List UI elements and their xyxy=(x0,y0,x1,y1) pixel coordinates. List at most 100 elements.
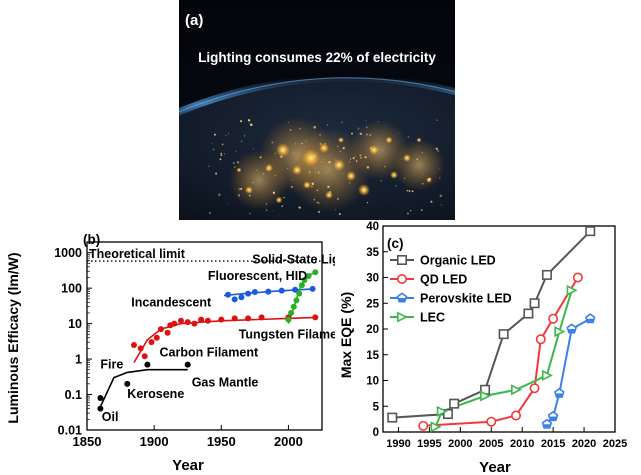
light-dot xyxy=(208,212,211,214)
light-dot xyxy=(314,167,316,169)
chart-c-ytick-label: 20 xyxy=(366,324,379,336)
data-point xyxy=(245,315,252,322)
light-dot xyxy=(313,154,316,157)
light-dot xyxy=(428,177,432,180)
chart-c-ytick-label: 25 xyxy=(366,298,379,310)
light-dot xyxy=(435,147,438,150)
legend-marker-half xyxy=(399,298,405,301)
light-dot xyxy=(272,210,274,212)
earth-night-photo: (a) Lighting consumes 22% of electricity xyxy=(179,0,455,220)
light-dot xyxy=(408,189,411,193)
light-dot xyxy=(252,181,254,184)
light-dot xyxy=(316,189,318,191)
series-marker xyxy=(511,384,523,396)
light-dot xyxy=(317,210,321,214)
light-dot xyxy=(359,156,363,159)
light-dot xyxy=(359,132,363,136)
light-haze-4 xyxy=(393,139,445,191)
light-dot xyxy=(324,143,327,145)
series-line-2 xyxy=(546,317,591,425)
series-marker xyxy=(480,390,492,402)
data-point xyxy=(191,320,198,327)
light-dot xyxy=(215,172,218,175)
annotation-label: Gas Mantle xyxy=(192,375,259,389)
light-dot xyxy=(208,165,210,168)
chart-b-xlabel: Year xyxy=(172,457,204,474)
light-dot xyxy=(240,120,243,123)
light-dot xyxy=(422,183,424,185)
earth-night-illustration: (a) Lighting consumes 22% of electricity xyxy=(179,0,455,220)
data-point xyxy=(231,315,238,322)
light-dot xyxy=(236,160,240,164)
light-dot xyxy=(328,161,331,164)
series-marker-half xyxy=(543,424,550,428)
light-dot xyxy=(314,171,316,173)
series-marker xyxy=(418,420,429,431)
data-point xyxy=(144,361,151,368)
data-point xyxy=(97,405,104,412)
light-dot xyxy=(266,209,268,211)
light-dot xyxy=(304,146,305,148)
light-dot xyxy=(430,200,433,203)
light-dot xyxy=(366,201,369,204)
data-point xyxy=(231,296,238,303)
city-light-10 xyxy=(358,184,370,196)
light-dot xyxy=(327,185,330,188)
light-dot xyxy=(287,122,289,124)
series-marker xyxy=(535,334,546,345)
light-dot xyxy=(266,168,269,171)
chart-c-xtick-label: 2005 xyxy=(479,438,503,450)
city-light-4 xyxy=(346,171,356,181)
series-marker-half xyxy=(556,393,563,397)
light-dot xyxy=(249,212,251,215)
data-point xyxy=(157,326,164,333)
chart-b-ytick-label: 0.1 xyxy=(65,388,82,402)
series-marker xyxy=(554,326,566,338)
light-dot xyxy=(319,134,321,136)
light-dot xyxy=(366,166,370,169)
light-dot xyxy=(225,134,227,136)
light-dot xyxy=(416,158,418,161)
light-dot xyxy=(237,194,241,197)
series-marker xyxy=(498,329,509,340)
city-light-14 xyxy=(303,181,311,189)
light-dot xyxy=(421,209,423,211)
chart-c-ytick-label: 15 xyxy=(366,350,379,362)
chart-b-ytick-label: 0.01 xyxy=(58,424,82,438)
series-marker xyxy=(572,272,583,283)
series-marker xyxy=(529,298,540,309)
data-point xyxy=(225,291,231,298)
chart-b-xtick-label: 2000 xyxy=(274,434,303,449)
light-dot xyxy=(249,123,250,125)
chart-c-xtick-label: 2000 xyxy=(448,438,472,450)
city-light-11 xyxy=(325,191,333,199)
chart-b-ytick-label: 100 xyxy=(61,282,82,296)
chart-c-xtick-label: 2015 xyxy=(541,438,565,450)
light-dot xyxy=(291,179,293,181)
luminous-efficacy-chart: 1850 1900 1950 2000 0.01 0.1 1 10 100 1000 Theoret… xyxy=(5,232,335,474)
chart-b-axes: 1850 1900 1950 2000 0.01 0.1 1 10 100 1000 Theoret… xyxy=(54,241,323,449)
series-marker xyxy=(541,369,553,381)
series-marker xyxy=(449,398,460,409)
light-dot xyxy=(349,161,351,163)
light-dot xyxy=(342,146,345,150)
light-dot xyxy=(279,214,281,216)
light-dot xyxy=(308,171,311,174)
chart-c-xtick-label: 1995 xyxy=(417,438,441,450)
data-point xyxy=(164,329,171,336)
light-dot xyxy=(358,127,360,129)
light-dot xyxy=(326,124,329,126)
annotation-label: Fluorescent, HID xyxy=(208,269,307,283)
data-point xyxy=(290,303,297,310)
photo-caption: Lighting consumes 22% of electricity xyxy=(198,50,436,65)
light-dot xyxy=(341,173,344,175)
data-point xyxy=(245,290,252,297)
data-point xyxy=(153,334,160,341)
city-light-16 xyxy=(390,171,398,179)
chart-b-xtick-label: 1950 xyxy=(207,434,236,449)
chart-c-markers xyxy=(387,226,596,433)
light-dot xyxy=(289,128,292,132)
light-dot xyxy=(248,194,251,197)
series-marker xyxy=(387,412,398,423)
chart-c-axes: 1990 1995 2000 2005 2010 2015 2020 202505101520… xyxy=(366,221,627,450)
